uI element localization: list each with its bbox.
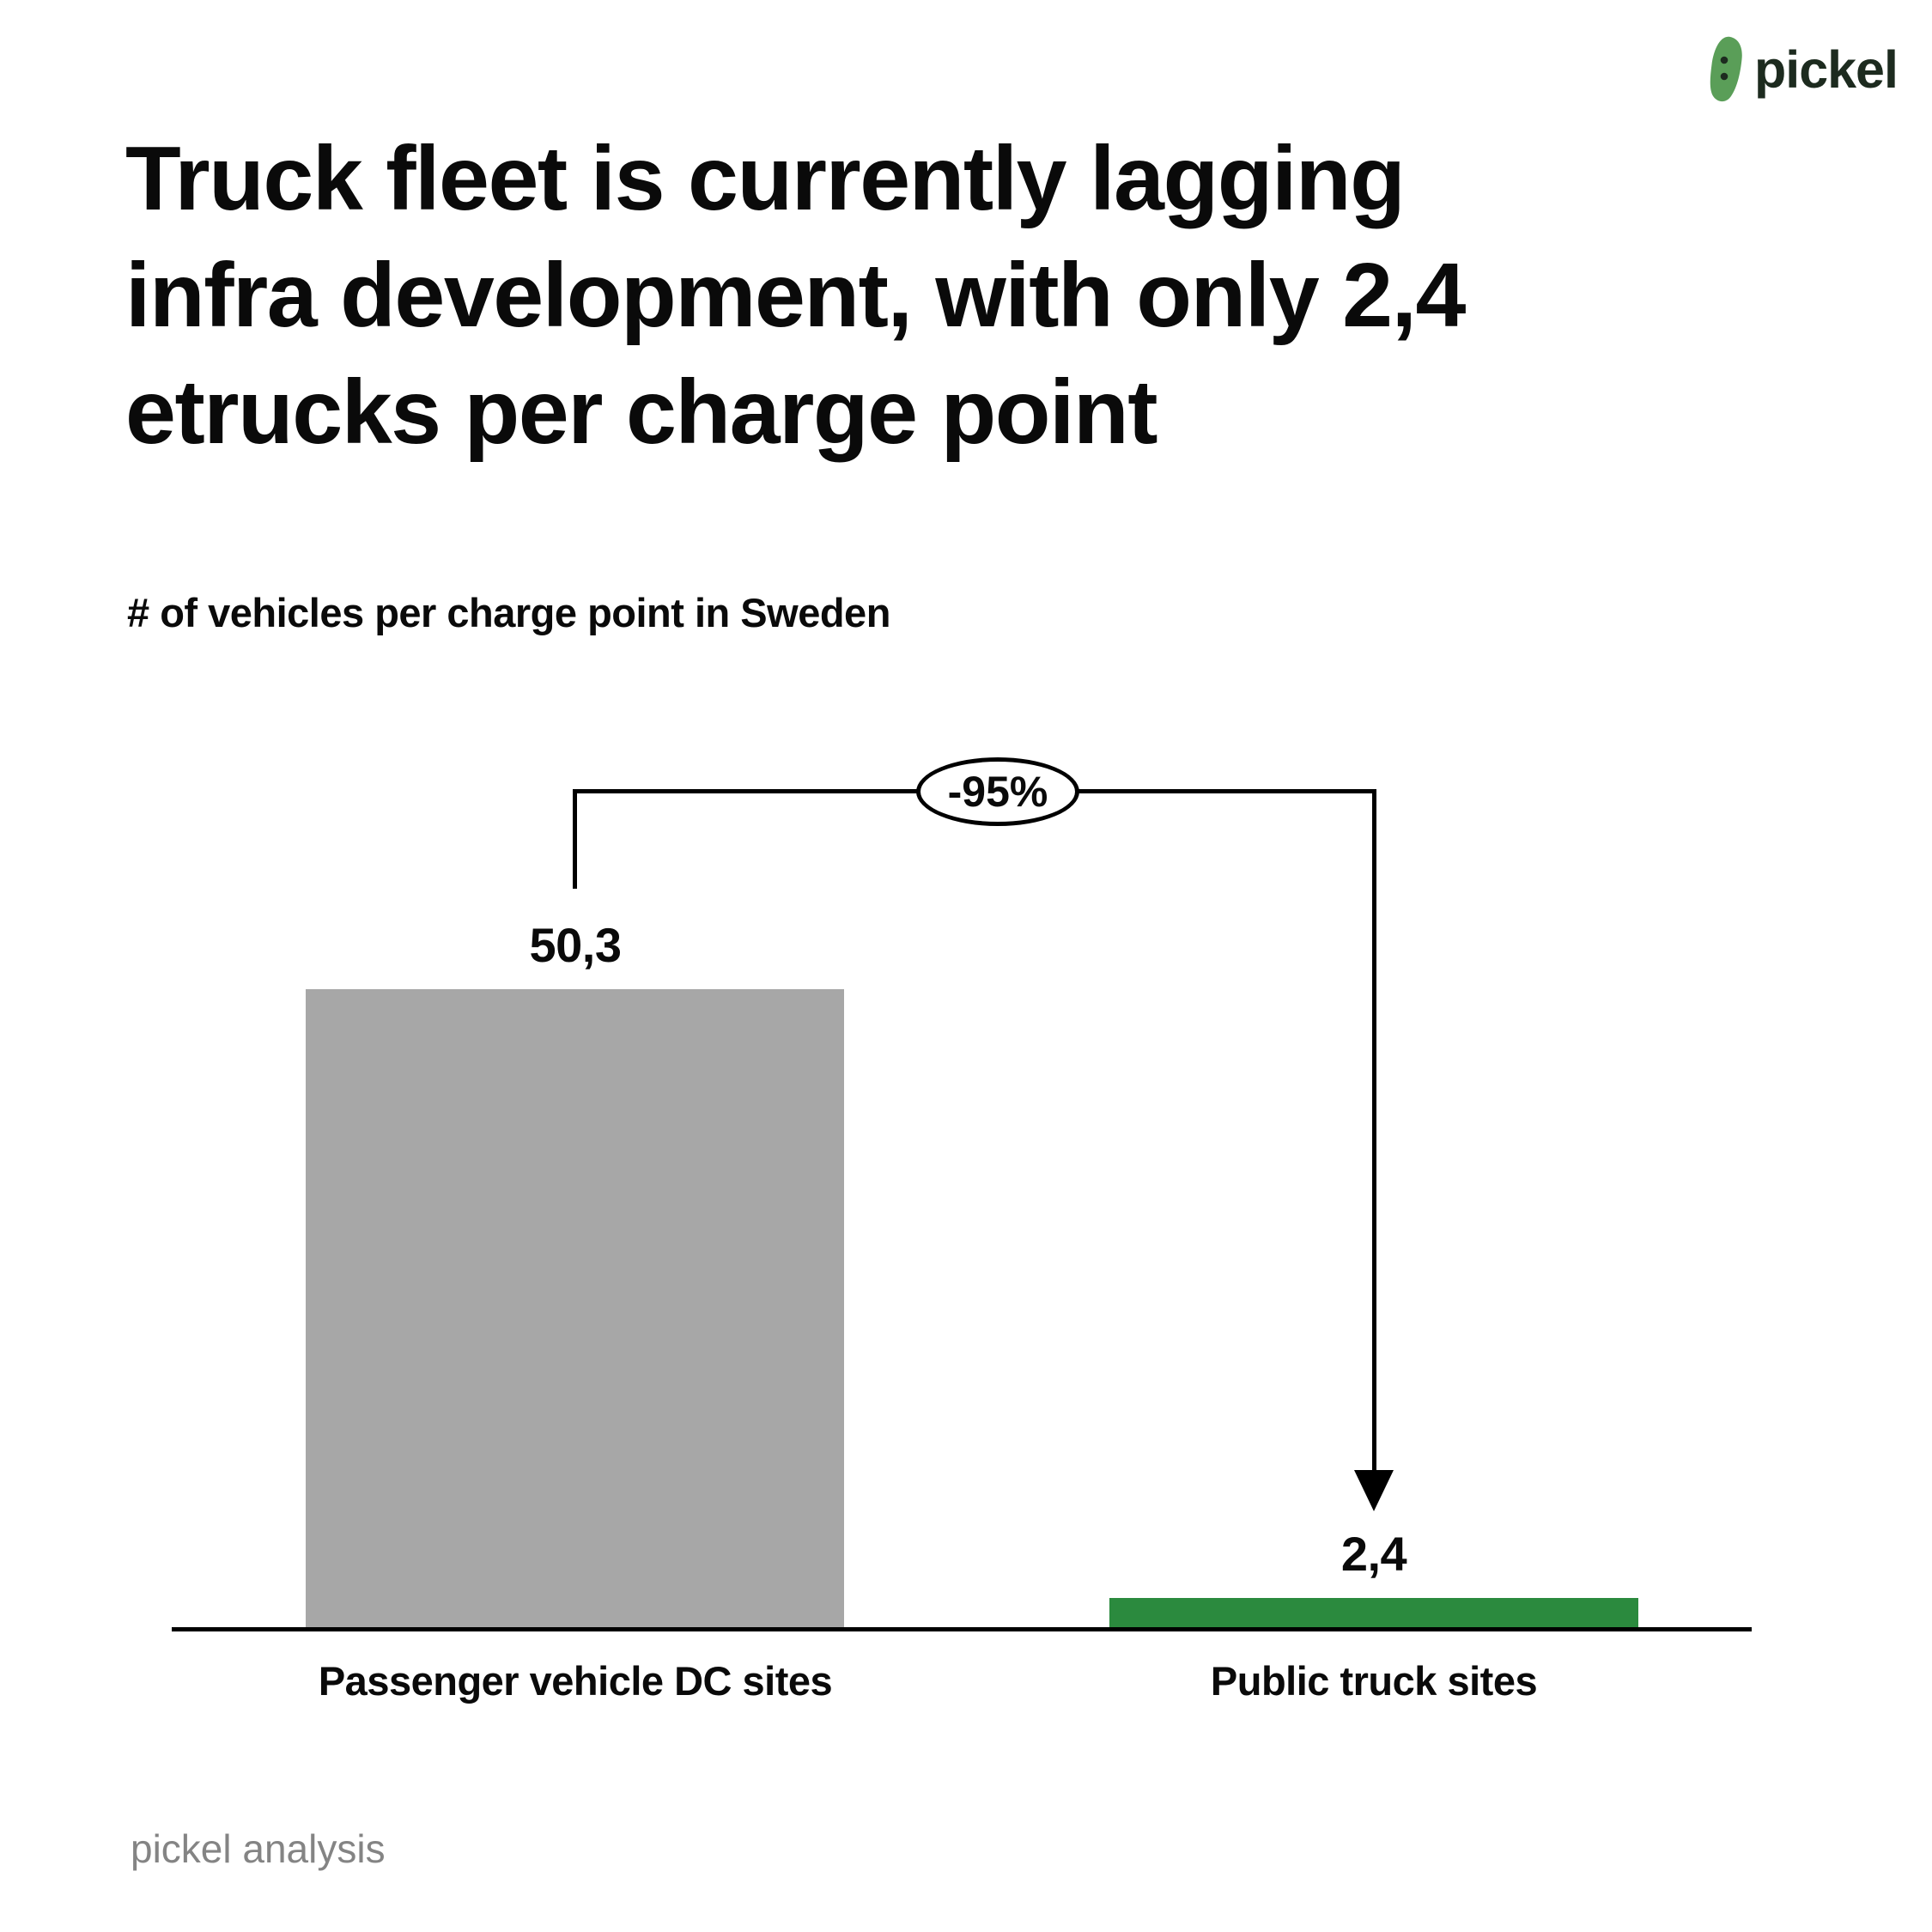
footer-credit: pickel analysis bbox=[131, 1826, 386, 1871]
chart-subtitle: # of vehicles per charge point in Sweden bbox=[127, 590, 890, 635]
bar-public-truck-sites bbox=[1109, 1598, 1638, 1629]
comparison-bracket-left-line bbox=[573, 792, 577, 889]
value-label-public-truck: 2,4 bbox=[1340, 1527, 1407, 1581]
value-label-passenger-vehicle: 50,3 bbox=[529, 918, 623, 972]
comparison-arrowhead-icon bbox=[1354, 1470, 1394, 1511]
bar-passenger-vehicle-dc-sites bbox=[306, 989, 844, 1629]
comparison-badge-label: -95% bbox=[947, 768, 1048, 816]
category-label-public-truck: Public truck sites bbox=[1210, 1658, 1538, 1704]
category-label-passenger-vehicle: Passenger vehicle DC sites bbox=[318, 1658, 833, 1704]
brand-logo: pickel bbox=[1709, 36, 1899, 103]
comparison-arrow-line bbox=[1372, 789, 1376, 1472]
page-title: Truck fleet is currently lagging infra d… bbox=[125, 128, 1466, 464]
comparison-badge: -95% bbox=[916, 757, 1079, 826]
pickle-bean-icon bbox=[1710, 36, 1742, 102]
x-axis-line bbox=[172, 1627, 1752, 1631]
brand-name: pickel bbox=[1754, 40, 1899, 99]
